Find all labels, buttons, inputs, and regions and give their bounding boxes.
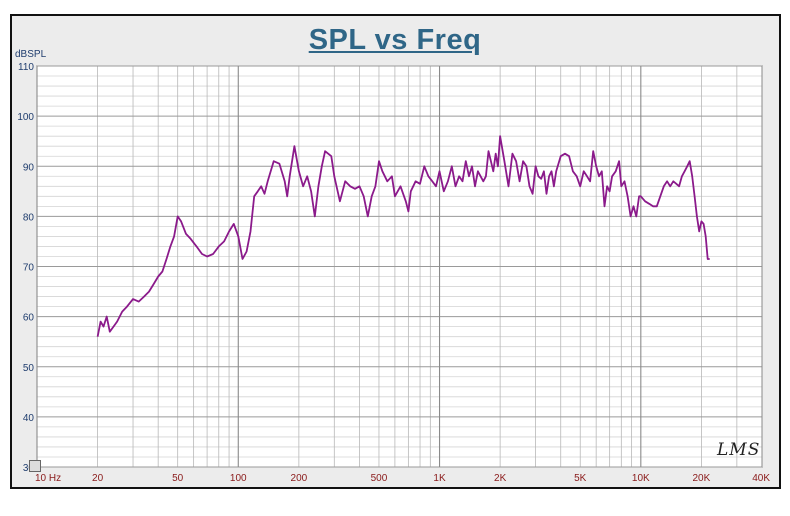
x-tick-label: 200 [291,473,308,484]
x-tick-label: 10K [632,473,650,484]
y-tick-label: 30 [23,463,35,474]
x-tick-label: 50 [172,473,184,484]
x-tick-label: 1K [433,473,446,484]
y-tick-label: 70 [23,263,35,274]
x-tick-label: 5K [574,473,587,484]
x-tick-label: 20K [693,473,711,484]
y-tick-label: 60 [23,313,35,324]
x-tick-label: 40K [752,473,770,484]
y-tick-label: 80 [23,212,35,223]
x-tick-label: 10 Hz [35,473,61,484]
y-tick-label: 100 [17,112,34,123]
y-tick-label: 40 [23,413,35,424]
y-tick-label: 110 [18,62,34,73]
x-tick-label: 20 [92,473,104,484]
lms-logo: LMS [717,440,761,460]
corner-resize-icon[interactable] [29,460,41,472]
spl-curve [96,135,710,337]
x-tick-label: 500 [371,473,388,484]
x-tick-label: 100 [230,473,247,484]
y-axis-label: dBSPL [15,49,47,60]
y-tick-label: 50 [23,363,35,374]
x-tick-label: 2K [494,473,507,484]
y-tick-label: 90 [23,162,35,173]
chart-title: SPL vs Freq [308,24,482,56]
